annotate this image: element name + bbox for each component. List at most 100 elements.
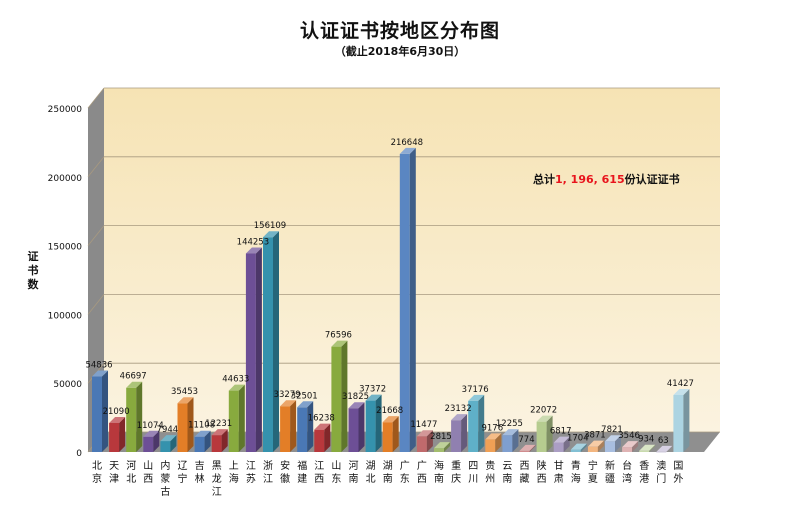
y-tick-label: 0	[76, 449, 82, 459]
bar-side	[221, 429, 228, 452]
chart-subtitle: （截止2018年6月30日）	[334, 45, 466, 58]
x-tick-label: 江西	[314, 460, 324, 485]
data-label: 774	[518, 435, 534, 445]
data-label: 12231	[205, 419, 232, 429]
bar-top	[622, 441, 639, 448]
bar-side	[580, 443, 587, 452]
x-axis-ticks: 北京天津河北山西内蒙古辽宁吉林黑龙江上海江苏浙江安徽福建江西山东河南湖北湖南广东…	[92, 459, 683, 498]
x-tick-label: 四川	[468, 461, 478, 485]
bar-top	[399, 147, 416, 154]
x-tick-label: 湖北	[366, 460, 376, 485]
bar-side	[290, 400, 297, 452]
x-tick-label: 澳门	[656, 459, 666, 485]
data-label: 32501	[291, 391, 318, 401]
bar	[622, 441, 639, 452]
bar	[519, 444, 536, 452]
bar	[109, 416, 126, 452]
data-label: 144253	[237, 238, 269, 248]
bar-front	[587, 446, 598, 452]
bar-front	[605, 441, 615, 452]
bar-front	[553, 442, 564, 452]
x-tick-label: 国外	[673, 460, 683, 485]
gridline-side	[87, 87, 105, 109]
bar	[228, 384, 245, 452]
bar-top	[314, 423, 331, 430]
x-tick-label: 吉林	[195, 460, 205, 485]
bar-side	[255, 247, 262, 452]
bar-side	[666, 445, 673, 452]
bar-side	[341, 340, 348, 452]
bar-top	[553, 436, 570, 443]
bar-front	[502, 435, 513, 452]
x-tick-label: 宁夏	[588, 459, 598, 485]
bar-front	[416, 436, 427, 452]
y-tick-label: 50000	[53, 380, 82, 390]
data-label: 6817	[550, 427, 572, 437]
x-tick-label: 天津	[109, 461, 119, 485]
x-tick-label: 陕西	[537, 459, 547, 485]
data-label: 2815	[430, 432, 452, 442]
bar-top	[211, 429, 228, 436]
bar-front	[177, 403, 188, 452]
x-tick-label: 青海	[571, 459, 581, 485]
x-tick-label: 台湾	[622, 459, 632, 485]
bar-side	[426, 430, 433, 452]
bar-side	[495, 433, 502, 452]
bar	[160, 435, 177, 452]
bar	[245, 247, 262, 452]
x-tick-label: 福建	[297, 459, 307, 485]
bar-top	[143, 430, 160, 437]
x-tick-label: 云南	[502, 461, 512, 485]
bar-front	[297, 407, 308, 452]
bar-front	[382, 422, 393, 452]
bar-top	[382, 416, 399, 423]
x-tick-label: 贵州	[485, 459, 495, 485]
bar-front	[263, 237, 273, 452]
data-label: 37176	[462, 385, 489, 395]
data-label: 11074	[137, 421, 164, 431]
x-tick-label: 甘肃	[554, 459, 564, 485]
total-annotation: 总计1, 196, 615份认证证书	[533, 172, 680, 186]
bar-front	[622, 447, 633, 452]
bar-side	[649, 444, 656, 452]
bar-top	[434, 442, 450, 449]
data-label: 3871	[584, 431, 606, 441]
x-tick-label: 辽宁	[178, 460, 188, 485]
bar-top	[451, 414, 468, 421]
bar-top	[673, 388, 690, 395]
bar-side	[307, 401, 314, 452]
bar	[126, 381, 143, 452]
bar	[263, 231, 279, 452]
bar-front	[314, 429, 325, 452]
data-label: 63	[658, 436, 669, 446]
bar-top	[519, 444, 536, 451]
bar-side	[409, 147, 416, 453]
bar-top	[263, 231, 279, 238]
data-label: 46697	[120, 372, 147, 382]
data-label: 934	[638, 435, 654, 445]
data-label: 23132	[445, 404, 472, 414]
data-label: 22072	[530, 406, 557, 416]
bar	[587, 440, 604, 452]
bar	[348, 402, 365, 452]
bar-front	[228, 390, 239, 452]
bar	[639, 444, 656, 452]
bar-top	[485, 433, 502, 440]
data-label: 3546	[618, 431, 640, 441]
x-tick-label: 山东	[331, 460, 341, 485]
bar	[399, 147, 416, 453]
data-label: 1704	[567, 434, 589, 444]
x-tick-label: 北京	[92, 460, 102, 485]
bar	[280, 400, 297, 452]
bar	[434, 442, 450, 452]
bar-front	[365, 400, 376, 452]
bar-top	[570, 443, 587, 450]
bar-side	[187, 397, 194, 452]
y-tick-label: 200000	[48, 174, 83, 184]
bar	[570, 443, 587, 452]
bar-top	[297, 401, 314, 408]
gridline-side	[87, 294, 105, 315]
bar	[143, 430, 160, 452]
x-tick-label: 重庆	[451, 459, 461, 485]
